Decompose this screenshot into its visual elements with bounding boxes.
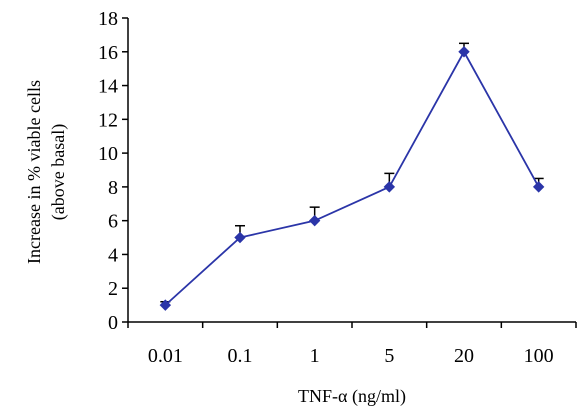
axes [127, 18, 576, 323]
data-point [234, 231, 246, 244]
data-marks [159, 42, 545, 311]
x-axis-title: TNF-α (ng/ml) [298, 386, 406, 407]
y-tick-label: 0 [108, 312, 118, 334]
y-tick-label: 18 [98, 8, 118, 30]
data-point [308, 214, 321, 227]
y-axis-title: Increase in % viable cells (above basal) [24, 80, 69, 264]
data-point [159, 299, 172, 311]
x-tick-label: 5 [384, 345, 394, 367]
ticks: 0 2 4 6 8 10 12 14 16 18 0.01 0.1 1 5 20 100 [98, 8, 577, 367]
x-tick-label: 0.1 [228, 345, 253, 367]
y-axis-title-line1: Increase in % viable cells [24, 80, 44, 264]
series-line [164, 49, 540, 306]
y-tick-label: 10 [98, 143, 118, 165]
y-tick-label: 4 [108, 244, 118, 266]
x-tick-label: 1 [310, 345, 320, 367]
data-point [458, 46, 470, 58]
y-tick-label: 6 [108, 211, 118, 233]
y-axis-title-line2: (above basal) [48, 124, 69, 220]
y-tick-label: 2 [108, 278, 118, 300]
y-tick-label: 16 [98, 42, 118, 64]
x-tick-label: 0.01 [148, 345, 183, 367]
y-tick-label: 14 [98, 76, 118, 98]
x-tick-label: 100 [524, 345, 554, 367]
data-point [383, 181, 396, 193]
y-tick-label: 12 [98, 109, 118, 131]
y-tick-label: 8 [108, 177, 118, 199]
data-point [532, 181, 545, 193]
x-tick-label: 20 [454, 345, 474, 367]
